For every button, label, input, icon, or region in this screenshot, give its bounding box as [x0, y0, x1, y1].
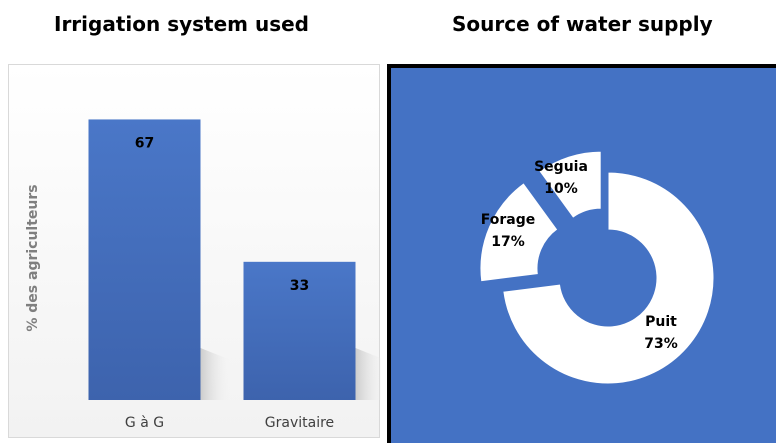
slice-label-value: 10% — [544, 181, 578, 197]
donut-slice-seguia — [538, 150, 602, 219]
bar-shadow — [200, 348, 231, 400]
slice-label-name: Forage — [481, 212, 535, 228]
donut-slice-puit — [502, 171, 715, 385]
x-tick-label: Gravitaire — [265, 415, 334, 431]
bar-chart-title: Irrigation system used — [54, 12, 309, 36]
donut-slice-forage — [479, 182, 559, 283]
slice-label-name: Puit — [645, 314, 677, 330]
donut-chart-panel: Puit 73% Forage 17% Seguia 10% — [387, 64, 776, 443]
bar-gravitaire — [243, 261, 356, 400]
slice-label-name: Seguia — [534, 159, 588, 175]
bar-chart-panel: % des agriculteurs 67 G à G 33 Gravitaire — [8, 64, 381, 438]
slice-label-value: 73% — [644, 336, 678, 352]
bar-chart: % des agriculteurs 67 G à G 33 Gravitaire — [25, 119, 381, 431]
bar-data-label: 67 — [135, 135, 154, 151]
donut-chart: Puit 73% Forage 17% Seguia 10% — [479, 150, 715, 385]
x-tick-label: G à G — [125, 415, 164, 431]
bar-shadow — [355, 348, 381, 400]
bar-data-label: 33 — [290, 278, 309, 294]
bar-g-g — [88, 119, 201, 400]
slice-label-value: 17% — [491, 234, 525, 250]
y-axis-label: % des agriculteurs — [25, 184, 41, 331]
donut-chart-title: Source of water supply — [452, 12, 713, 36]
